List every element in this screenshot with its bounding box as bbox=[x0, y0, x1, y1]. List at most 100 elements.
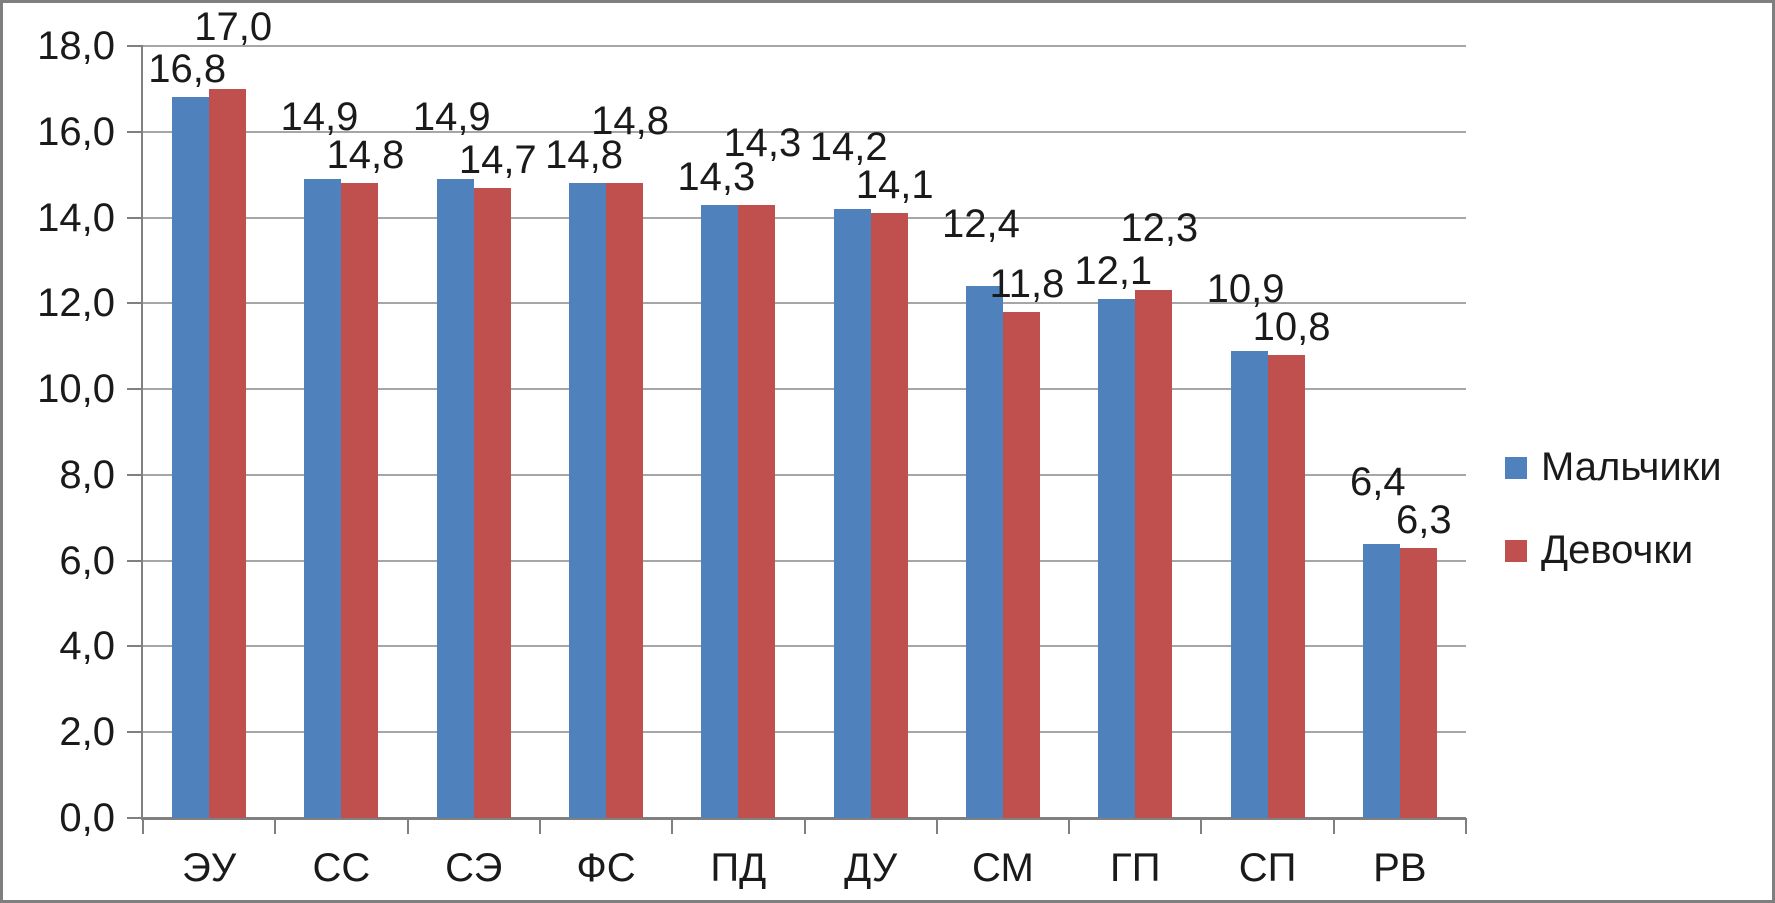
x-axis-label-9: РВ bbox=[1373, 846, 1427, 890]
y-tick-16 bbox=[127, 130, 143, 133]
bar-series1-cat3 bbox=[606, 183, 644, 818]
x-axis-label-6: СМ bbox=[972, 846, 1034, 890]
x-tick-2 bbox=[406, 818, 409, 834]
y-tick-6 bbox=[127, 559, 143, 562]
y-axis-label-10: 10,0 bbox=[37, 367, 115, 412]
x-tick-5 bbox=[803, 818, 806, 834]
data-label-series0-cat9: 6,4 bbox=[1350, 459, 1406, 504]
bar-series1-cat4 bbox=[738, 204, 776, 818]
bar-series0-cat9 bbox=[1362, 543, 1400, 818]
legend-label-girls: Девочки bbox=[1541, 528, 1694, 572]
legend-item-girls: Девочки bbox=[1505, 528, 1722, 573]
x-axis-label-1: СС bbox=[312, 846, 371, 890]
bar-series1-cat9 bbox=[1399, 547, 1437, 818]
bar-series0-cat6 bbox=[965, 286, 1003, 818]
x-tick-10 bbox=[1465, 818, 1467, 834]
x-tick-1 bbox=[274, 818, 277, 834]
y-axis-label-0: 0,0 bbox=[59, 796, 115, 840]
x-tick-6 bbox=[935, 818, 938, 834]
x-axis-label-0: ЭУ bbox=[182, 846, 237, 890]
y-axis-label-12: 12,0 bbox=[37, 281, 115, 326]
data-label-series0-cat0: 16,8 bbox=[148, 47, 227, 92]
y-axis-label-2: 2,0 bbox=[59, 710, 115, 755]
legend: Мальчики Девочки bbox=[1505, 445, 1722, 573]
data-label-series0-cat1: 14,9 bbox=[280, 94, 359, 139]
y-axis-label-16: 16,0 bbox=[37, 109, 115, 154]
data-label-series0-cat4: 14,3 bbox=[677, 154, 756, 199]
y-axis-line bbox=[141, 46, 143, 818]
data-label-series1-cat6: 11,8 bbox=[989, 261, 1065, 306]
x-tick-3 bbox=[538, 818, 541, 834]
data-label-series0-cat8: 10,9 bbox=[1206, 266, 1285, 311]
x-tick-8 bbox=[1200, 818, 1203, 834]
data-label-series1-cat9: 6,3 bbox=[1396, 497, 1452, 542]
legend-swatch-girls-icon bbox=[1505, 539, 1527, 562]
x-axis-label-8: СП bbox=[1238, 846, 1297, 890]
x-tick-4 bbox=[671, 818, 674, 834]
gridline-12 bbox=[143, 302, 1466, 305]
gridline-6 bbox=[143, 559, 1466, 562]
data-label-series1-cat3: 14,8 bbox=[591, 99, 669, 144]
y-tick-14 bbox=[127, 216, 143, 219]
y-axis-label-8: 8,0 bbox=[59, 452, 115, 497]
data-label-series0-cat2: 14,9 bbox=[412, 94, 491, 139]
gridline-8 bbox=[143, 473, 1466, 476]
bar-series1-cat8 bbox=[1267, 354, 1305, 818]
bar-series1-cat1 bbox=[341, 183, 379, 818]
x-axis-label-5: ДУ bbox=[844, 846, 898, 890]
y-tick-10 bbox=[127, 388, 143, 391]
x-axis-label-7: ГП bbox=[1110, 846, 1161, 890]
x-tick-7 bbox=[1068, 818, 1071, 834]
data-label-series0-cat6: 12,4 bbox=[942, 202, 1020, 247]
data-label-series1-cat4: 14,3 bbox=[723, 120, 802, 165]
gridline-16 bbox=[143, 130, 1466, 133]
bar-series0-cat1 bbox=[304, 178, 342, 818]
gridline-10 bbox=[143, 388, 1466, 391]
data-label-series1-cat8: 10,8 bbox=[1252, 304, 1331, 349]
y-axis-label-14: 14,0 bbox=[37, 195, 115, 240]
x-axis-label-2: СЭ bbox=[445, 846, 503, 890]
data-label-series0-cat5: 14,2 bbox=[809, 124, 888, 169]
bar-series1-cat5 bbox=[870, 213, 908, 818]
x-axis-label-3: ФС bbox=[576, 846, 636, 890]
bar-series0-cat0 bbox=[172, 97, 210, 818]
data-label-series1-cat5: 14,1 bbox=[855, 163, 934, 208]
data-label-series1-cat2: 14,7 bbox=[458, 137, 537, 182]
y-tick-0 bbox=[127, 817, 143, 819]
data-label-series1-cat0: 17,0 bbox=[194, 4, 273, 49]
data-label-series0-cat7: 12,1 bbox=[1074, 249, 1153, 294]
bar-series0-cat4 bbox=[701, 204, 739, 818]
bar-series0-cat3 bbox=[569, 183, 607, 818]
data-label-series1-cat1: 14,8 bbox=[326, 133, 405, 178]
bar-series0-cat5 bbox=[833, 208, 871, 818]
bar-series1-cat6 bbox=[1002, 311, 1040, 818]
gridline-4 bbox=[143, 645, 1466, 648]
y-axis-label-18: 18,0 bbox=[37, 24, 115, 68]
data-label-series0-cat3: 14,8 bbox=[545, 133, 623, 178]
y-axis-label-6: 6,0 bbox=[59, 538, 115, 583]
legend-swatch-boys-icon bbox=[1505, 456, 1527, 479]
gridline-18 bbox=[143, 45, 1466, 47]
x-axis-label-4: ПД bbox=[710, 846, 767, 890]
y-tick-4 bbox=[127, 645, 143, 648]
x-tick-0 bbox=[142, 818, 144, 834]
bar-series0-cat7 bbox=[1098, 299, 1136, 818]
bar-series1-cat2 bbox=[473, 187, 511, 818]
gridline-2 bbox=[143, 731, 1466, 734]
gridline-14 bbox=[143, 216, 1466, 219]
bar-series0-cat8 bbox=[1230, 350, 1268, 818]
y-tick-2 bbox=[127, 731, 143, 734]
legend-item-boys: Мальчики bbox=[1505, 445, 1722, 490]
y-tick-12 bbox=[127, 302, 143, 305]
legend-label-boys: Мальчики bbox=[1541, 445, 1722, 489]
bar-series1-cat0 bbox=[209, 88, 247, 818]
plot-area: 0,0 2,0 4,0 6,0 8,0 10,0 12,0 14,0 16,0 18,0 16,8 1… bbox=[3, 3, 1772, 900]
x-tick-9 bbox=[1332, 818, 1335, 834]
bar-series0-cat2 bbox=[436, 178, 474, 818]
bar-series1-cat7 bbox=[1135, 290, 1173, 818]
y-axis-label-4: 4,0 bbox=[59, 624, 115, 669]
y-tick-18 bbox=[127, 45, 143, 47]
data-label-series1-cat7: 12,3 bbox=[1120, 206, 1199, 251]
y-tick-8 bbox=[127, 473, 143, 476]
